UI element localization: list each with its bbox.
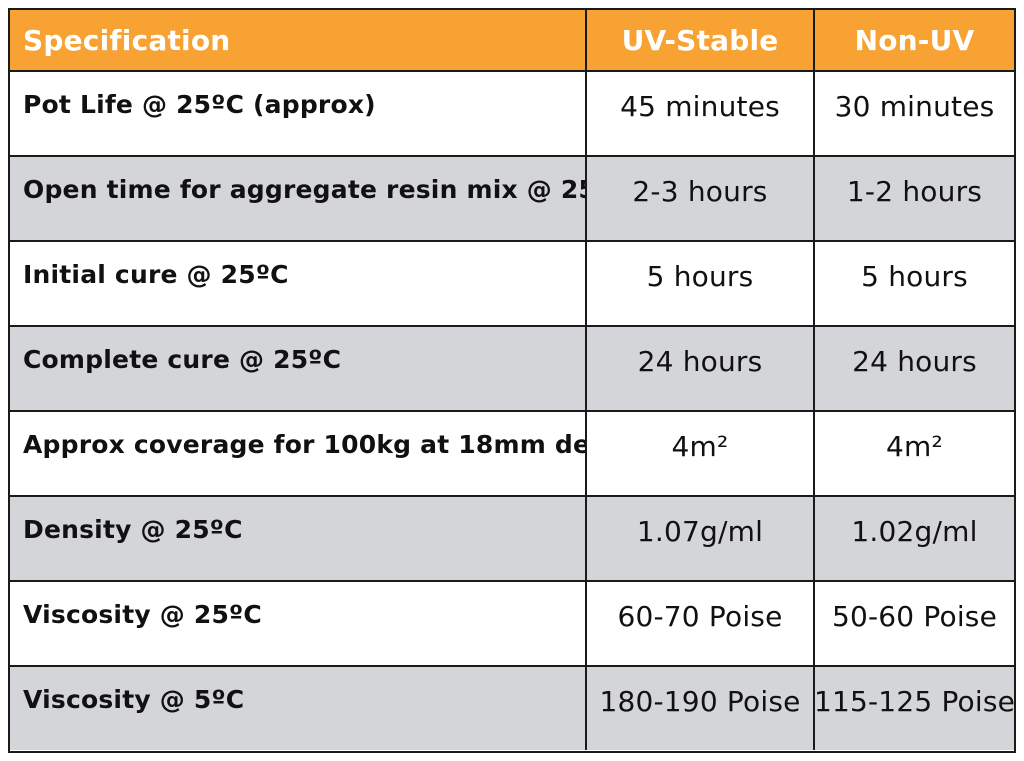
spec-label: Viscosity @ 5ºC [23, 685, 245, 714]
uv-stable-value: 24 hours [585, 327, 813, 410]
table-row: Pot Life @ 25ºC (approx) 45 minutes 30 m… [10, 70, 1014, 155]
header-specification: Specification [23, 23, 231, 57]
non-uv-value: 115-125 Poise [813, 667, 1014, 750]
spec-label: Approx coverage for 100kg at 18mm depth [23, 430, 585, 459]
table-row: Viscosity @ 5ºC 180-190 Poise 115-125 Po… [10, 665, 1014, 750]
non-uv-value: 1-2 hours [813, 157, 1014, 240]
non-uv-value: 24 hours [813, 327, 1014, 410]
table-row: Approx coverage for 100kg at 18mm depth … [10, 410, 1014, 495]
table-row: Viscosity @ 25ºC 60-70 Poise 50-60 Poise [10, 580, 1014, 665]
table-row: Open time for aggregate resin mix @ 25ºC… [10, 155, 1014, 240]
header-non-uv: Non-UV [813, 10, 1014, 70]
spec-label: Viscosity @ 25ºC [23, 600, 262, 629]
uv-stable-value: 4m² [585, 412, 813, 495]
uv-stable-value: 2-3 hours [585, 157, 813, 240]
uv-stable-value: 1.07g/ml [585, 497, 813, 580]
table-row: Density @ 25ºC 1.07g/ml 1.02g/ml [10, 495, 1014, 580]
uv-stable-value: 180-190 Poise [585, 667, 813, 750]
spec-label: Initial cure @ 25ºC [23, 260, 289, 289]
non-uv-value: 4m² [813, 412, 1014, 495]
table-row: Complete cure @ 25ºC 24 hours 24 hours [10, 325, 1014, 410]
spec-label: Complete cure @ 25ºC [23, 345, 342, 374]
spec-label: Open time for aggregate resin mix @ 25ºC [23, 175, 585, 204]
table-row: Initial cure @ 25ºC 5 hours 5 hours [10, 240, 1014, 325]
non-uv-value: 50-60 Poise [813, 582, 1014, 665]
uv-stable-value: 60-70 Poise [585, 582, 813, 665]
uv-stable-value: 45 minutes [585, 72, 813, 155]
table-header-row: Specification UV-Stable Non-UV [10, 10, 1014, 70]
header-uv-stable: UV-Stable [585, 10, 813, 70]
spec-label: Pot Life @ 25ºC (approx) [23, 90, 376, 119]
non-uv-value: 30 minutes [813, 72, 1014, 155]
specification-table: Specification UV-Stable Non-UV Pot Life … [8, 8, 1016, 753]
non-uv-value: 1.02g/ml [813, 497, 1014, 580]
non-uv-value: 5 hours [813, 242, 1014, 325]
spec-label: Density @ 25ºC [23, 515, 243, 544]
uv-stable-value: 5 hours [585, 242, 813, 325]
